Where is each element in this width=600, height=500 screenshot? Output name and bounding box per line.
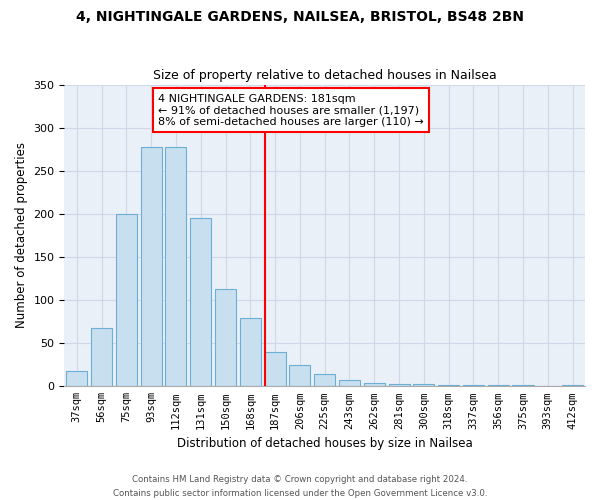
- Bar: [190, 218, 211, 386]
- Bar: [240, 318, 261, 386]
- Bar: [339, 380, 360, 386]
- Bar: [364, 383, 385, 386]
- Bar: [389, 384, 410, 386]
- Bar: [265, 352, 286, 386]
- Bar: [116, 214, 137, 386]
- Y-axis label: Number of detached properties: Number of detached properties: [15, 142, 28, 328]
- Bar: [413, 384, 434, 386]
- Bar: [140, 146, 162, 386]
- Bar: [562, 384, 583, 386]
- Text: Contains HM Land Registry data © Crown copyright and database right 2024.
Contai: Contains HM Land Registry data © Crown c…: [113, 476, 487, 498]
- Bar: [91, 328, 112, 386]
- Bar: [314, 374, 335, 386]
- Bar: [289, 365, 310, 386]
- Bar: [166, 146, 187, 386]
- Title: Size of property relative to detached houses in Nailsea: Size of property relative to detached ho…: [153, 69, 497, 82]
- Bar: [66, 371, 88, 386]
- Text: 4 NIGHTINGALE GARDENS: 181sqm
← 91% of detached houses are smaller (1,197)
8% of: 4 NIGHTINGALE GARDENS: 181sqm ← 91% of d…: [158, 94, 424, 127]
- X-axis label: Distribution of detached houses by size in Nailsea: Distribution of detached houses by size …: [177, 437, 473, 450]
- Bar: [215, 289, 236, 386]
- Text: 4, NIGHTINGALE GARDENS, NAILSEA, BRISTOL, BS48 2BN: 4, NIGHTINGALE GARDENS, NAILSEA, BRISTOL…: [76, 10, 524, 24]
